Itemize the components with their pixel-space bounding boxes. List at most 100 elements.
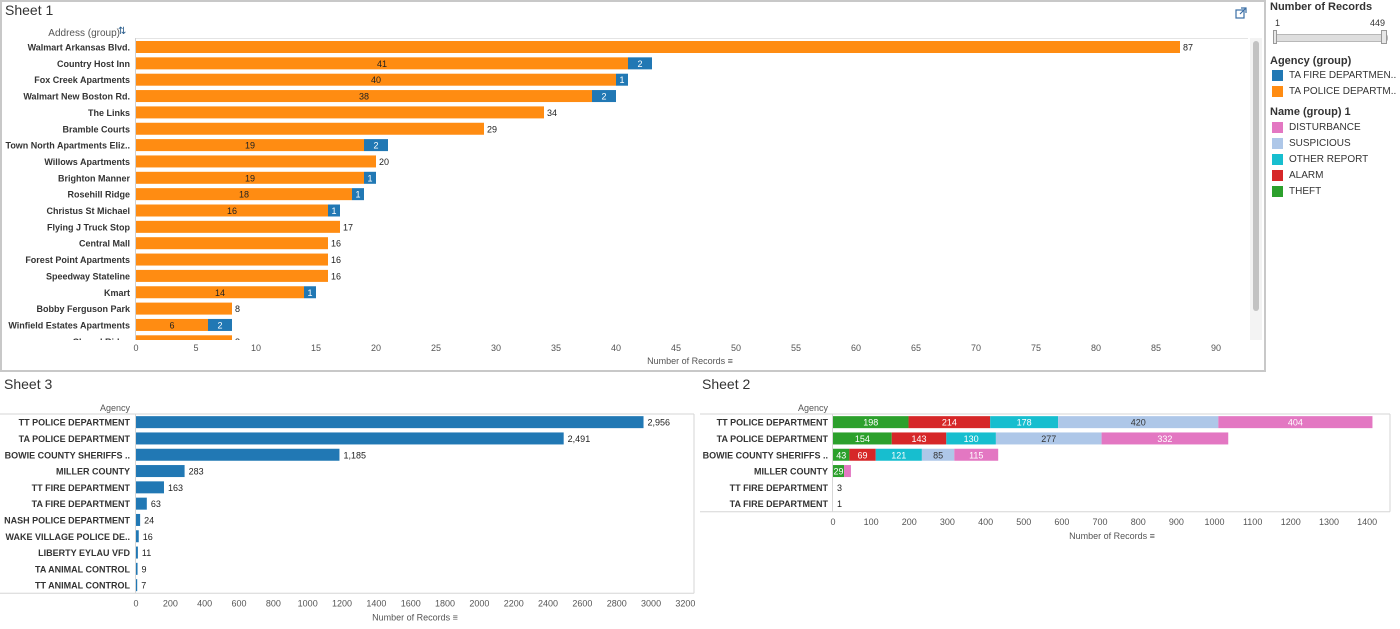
sheet1-bar-police-country-host-inn (136, 57, 628, 70)
sheet3-category-label: TT POLICE DEPARTMENT (19, 418, 131, 428)
legend-item-alarm[interactable]: ALARM (1272, 168, 1323, 182)
sheet3-bar-liberty-eylau-vfd (136, 546, 138, 559)
sheet1-title: Sheet 1 (5, 2, 54, 18)
sheet2-data-label: 214 (942, 418, 957, 428)
legend-item-suspicious[interactable]: SUSPICIOUS (1272, 136, 1351, 150)
legend-label: ALARM (1289, 169, 1324, 181)
sheet1-category-label: Fox Creek Apartments (34, 75, 130, 85)
sheet3-data-label: 11 (142, 548, 151, 558)
sheet3-x-tick-label: 800 (266, 598, 281, 608)
sheet1-data-label-total: 20 (379, 157, 389, 167)
sheet1-data-label-total: 16 (331, 271, 341, 281)
sheet2-x-tick-label: 1200 (1281, 517, 1301, 527)
records-range-slider[interactable] (1274, 34, 1388, 42)
legend-swatch (1272, 69, 1283, 81)
sheet1-category-label: Walmart Arkansas Blvd. (28, 43, 130, 53)
sheet1-data-label-fire: 2 (373, 141, 378, 151)
sheet2-category-label: MILLER COUNTY (754, 467, 828, 477)
sheet1-bar-fire-country-host-inn (628, 57, 652, 70)
sheet1-scroll-thumb[interactable] (1253, 41, 1259, 311)
records-slider-max-handle[interactable] (1381, 30, 1387, 44)
sheet3-x-tick-label: 1600 (401, 598, 421, 608)
sheet1-category-label: Walmart New Boston Rd. (23, 92, 130, 102)
sheet1-data-label-police: 16 (227, 206, 237, 216)
legend-label: DISTURBANCE (1289, 121, 1361, 133)
sheet1-category-label: Town North Apartments Eliz.. (5, 141, 130, 151)
sheet3-bar-nash-police-department (136, 513, 141, 526)
sheet1-data-label-police: 19 (245, 173, 255, 183)
sheet1-x-tick-label: 40 (611, 343, 621, 353)
sheet3-x-tick-label: 2000 (469, 598, 489, 608)
sheet2-title: Sheet 2 (702, 376, 751, 392)
sheet1-category-label: Chapel Ridge (72, 337, 130, 340)
sheet1-data-label-total: 34 (547, 108, 557, 118)
legend-item-ta-police[interactable]: TA POLICE DEPARTM.. (1272, 84, 1396, 98)
legend-item-theft[interactable]: THEFT (1272, 184, 1321, 198)
sheet2-bar-disturbance-bowie-county-sheriffs (954, 448, 999, 461)
sheet1-bar-police-willows-apartments (136, 155, 376, 168)
sheet1-data-label-total: 87 (1183, 43, 1193, 53)
legend-item-other-report[interactable]: OTHER REPORT (1272, 152, 1368, 166)
sheet3-bar-ta-fire-department (136, 497, 147, 510)
sheet2-data-label-outside: 3 (837, 483, 842, 493)
sheet2-category-label: TT POLICE DEPARTMENT (717, 418, 829, 428)
sheet3-x-tick-label: 1200 (332, 598, 352, 608)
sheet1-data-label-total: 16 (331, 239, 341, 249)
records-slider-min-handle[interactable] (1273, 30, 1277, 44)
records-legend-title: Number of Records (1270, 1, 1373, 13)
sheet1-x-tick-label: 65 (911, 343, 921, 353)
legend-item-ta-fire[interactable]: TA FIRE DEPARTMEN.. (1272, 68, 1396, 82)
sheet1-category-label: Flying J Truck Stop (47, 222, 131, 232)
sheet2-data-label: 420 (1131, 418, 1146, 428)
sheet3-data-label: 16 (143, 532, 153, 542)
sheet1-data-label-police: 6 (169, 320, 174, 330)
sheet2-data-label: 178 (1017, 418, 1032, 428)
sheet3-category-label: NASH POLICE DEPARTMENT (4, 515, 130, 525)
sheet1-chart: Walmart Arkansas Blvd. 87 Country Host Inn… (5, 38, 1248, 340)
sheet1-bar-police-brighton-manner (136, 171, 364, 184)
legend-swatch (1272, 85, 1283, 97)
sheet2-data-label: 130 (964, 434, 979, 444)
sheet1-category-label: The Links (88, 108, 130, 118)
sheet3-x-tick-label: 1400 (366, 598, 386, 608)
sheet1-bar-fire-fox-creek-apartments (616, 73, 628, 86)
sheet3-data-label: 2,491 (568, 434, 591, 444)
sheet1-scrollbar[interactable] (1250, 38, 1262, 340)
sheet1-data-label-police: 18 (239, 190, 249, 200)
sheet2-x-tick-label: 1100 (1243, 517, 1262, 527)
popout-icon[interactable] (1234, 6, 1248, 20)
sheet3-x-tick-label: 2600 (572, 598, 592, 608)
sheet1-x-tick-label: 55 (791, 343, 801, 353)
sort-icon[interactable]: ⇅ (118, 26, 127, 37)
sheet2-data-label: 85 (933, 450, 943, 460)
sheet1-x-tick-label: 5 (193, 343, 198, 353)
sheet1-x-tick-label: 85 (1151, 343, 1161, 353)
sheet3-data-label: 2,956 (648, 418, 671, 428)
sheet1-category-label: Brighton Manner (58, 173, 130, 183)
sheet3-bar-miller-county (136, 465, 185, 478)
records-range-min: 1 (1275, 18, 1281, 28)
sheet2-data-label: 198 (863, 418, 878, 428)
sheet3-bar-tt-animal-control (136, 579, 138, 592)
sheet1-data-label-police: 41 (377, 59, 387, 69)
sheet1-category-label: Willows Apartments (44, 157, 130, 167)
sheet1-bar-police-town-north-apartments-eliz (136, 139, 364, 152)
sheet1-data-label-fire: 1 (307, 288, 312, 298)
sheet2-bar-disturbance-ta-police-department (1101, 432, 1229, 445)
sheet3-chart: Agency TT POLICE DEPARTMENT 2,956 TA POLICE… (0, 403, 695, 622)
sheet1-bar-fire-winfield-estates-apartments (208, 318, 232, 331)
sheet3-category-label: WAKE VILLAGE POLICE DE.. (5, 532, 130, 542)
sheet1-bar-police-the-links (136, 106, 544, 119)
sheet3-bar-tt-police-department (136, 416, 644, 429)
sheet3-row-header: Agency (100, 403, 131, 413)
sheet2-bar-other-report-bowie-county-sheriffs (875, 448, 922, 461)
sheet2-data-label-outside: 1 (837, 499, 842, 509)
sheet3-x-tick-label: 2800 (607, 598, 627, 608)
sheet1-x-tick-label: 30 (491, 343, 501, 353)
sheet3-x-tick-label: 1800 (435, 598, 455, 608)
legend-item-disturbance[interactable]: DISTURBANCE (1272, 120, 1361, 134)
sheet3-x-tick-label: 3000 (641, 598, 661, 608)
sheet2-data-label: 29 (834, 467, 844, 477)
legend-label: OTHER REPORT (1289, 153, 1369, 165)
sheet1-bar-police-central-mall (136, 237, 328, 250)
